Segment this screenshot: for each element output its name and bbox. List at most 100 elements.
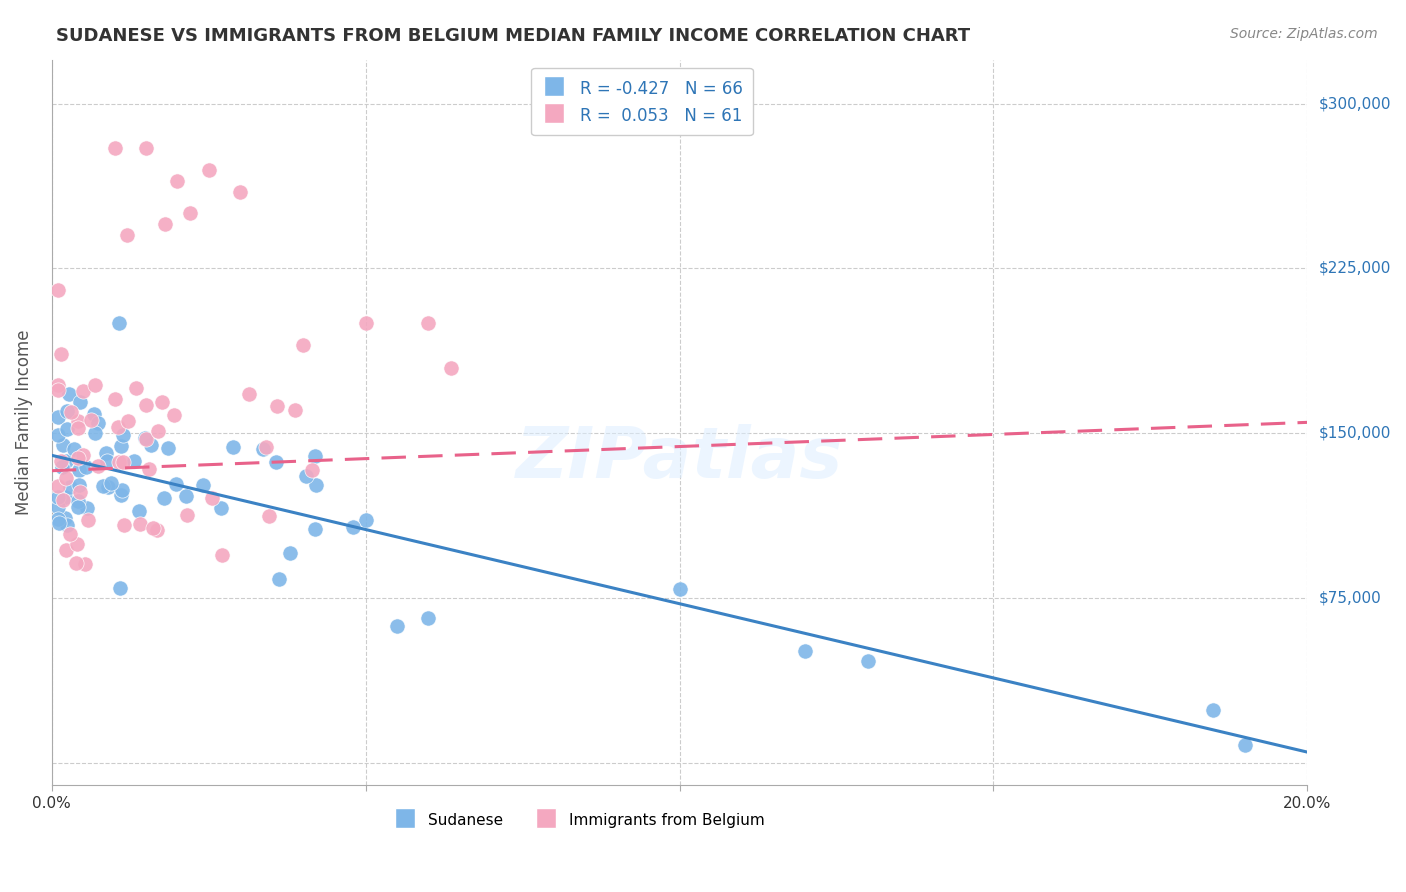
Point — [84, 378, 107, 392]
Point — [668, 582, 690, 596]
Point — [103, 140, 125, 154]
Point — [135, 140, 157, 154]
Point — [1233, 738, 1256, 752]
Text: $300,000: $300,000 — [1319, 96, 1391, 112]
Point — [55, 454, 77, 468]
Point — [110, 439, 132, 453]
Point — [69, 394, 91, 409]
Point — [110, 582, 132, 596]
Point — [176, 489, 198, 503]
Point — [163, 408, 186, 422]
Point — [115, 228, 138, 243]
Point — [49, 347, 72, 361]
Point — [264, 455, 287, 469]
Point — [794, 644, 817, 658]
Point — [117, 414, 139, 428]
Point — [107, 420, 129, 434]
Point — [67, 478, 90, 492]
Point — [53, 510, 76, 524]
Point — [266, 399, 288, 413]
Text: $75,000: $75,000 — [1319, 591, 1381, 606]
Point — [91, 479, 114, 493]
Point — [86, 417, 108, 431]
Point — [60, 405, 83, 419]
Text: Source: ZipAtlas.com: Source: ZipAtlas.com — [1230, 27, 1378, 41]
Text: $225,000: $225,000 — [1319, 261, 1391, 276]
Legend: Sudanese, Immigrants from Belgium: Sudanese, Immigrants from Belgium — [387, 805, 770, 836]
Point — [46, 479, 69, 493]
Point — [354, 317, 377, 331]
Point — [56, 403, 79, 417]
Point — [84, 425, 107, 440]
Point — [148, 424, 170, 438]
Point — [179, 206, 201, 220]
Point — [342, 520, 364, 534]
Point — [46, 283, 69, 297]
Point — [58, 386, 80, 401]
Point — [75, 459, 97, 474]
Point — [166, 173, 188, 187]
Point — [66, 494, 89, 508]
Point — [418, 317, 440, 331]
Point — [97, 480, 120, 494]
Point — [257, 508, 280, 523]
Point — [291, 338, 314, 352]
Point — [52, 493, 75, 508]
Point — [66, 414, 89, 428]
Point — [129, 517, 152, 532]
Point — [56, 422, 79, 436]
Point — [110, 488, 132, 502]
Point — [72, 384, 94, 398]
Point — [76, 501, 98, 516]
Point — [100, 475, 122, 490]
Point — [66, 500, 89, 515]
Point — [55, 471, 77, 485]
Point — [294, 468, 316, 483]
Point — [156, 441, 179, 455]
Point — [59, 480, 82, 494]
Point — [66, 421, 89, 435]
Point — [1202, 703, 1225, 717]
Point — [238, 387, 260, 401]
Point — [112, 428, 135, 442]
Point — [134, 431, 156, 445]
Point — [197, 162, 219, 177]
Point — [304, 522, 326, 536]
Point — [135, 398, 157, 412]
Point — [856, 654, 879, 668]
Point — [145, 523, 167, 537]
Y-axis label: Median Family Income: Median Family Income — [15, 330, 32, 515]
Text: $150,000: $150,000 — [1319, 425, 1391, 441]
Point — [135, 432, 157, 446]
Point — [221, 440, 243, 454]
Point — [94, 446, 117, 460]
Point — [112, 518, 135, 533]
Point — [252, 442, 274, 457]
Point — [128, 503, 150, 517]
Point — [46, 383, 69, 397]
Point — [65, 556, 87, 570]
Point — [46, 512, 69, 526]
Point — [284, 403, 307, 417]
Point — [385, 619, 408, 633]
Point — [46, 410, 69, 425]
Point — [111, 483, 134, 497]
Point — [80, 413, 103, 427]
Point — [111, 455, 134, 469]
Point — [418, 611, 440, 625]
Point — [193, 478, 215, 492]
Text: SUDANESE VS IMMIGRANTS FROM BELGIUM MEDIAN FAMILY INCOME CORRELATION CHART: SUDANESE VS IMMIGRANTS FROM BELGIUM MEDI… — [56, 27, 970, 45]
Point — [209, 501, 232, 516]
Point — [69, 485, 91, 500]
Point — [139, 438, 162, 452]
Point — [278, 546, 301, 560]
Point — [46, 377, 69, 392]
Point — [108, 455, 131, 469]
Point — [153, 218, 176, 232]
Point — [142, 521, 165, 535]
Point — [301, 463, 323, 477]
Point — [138, 462, 160, 476]
Point — [52, 438, 75, 452]
Point — [153, 491, 176, 505]
Point — [63, 442, 86, 457]
